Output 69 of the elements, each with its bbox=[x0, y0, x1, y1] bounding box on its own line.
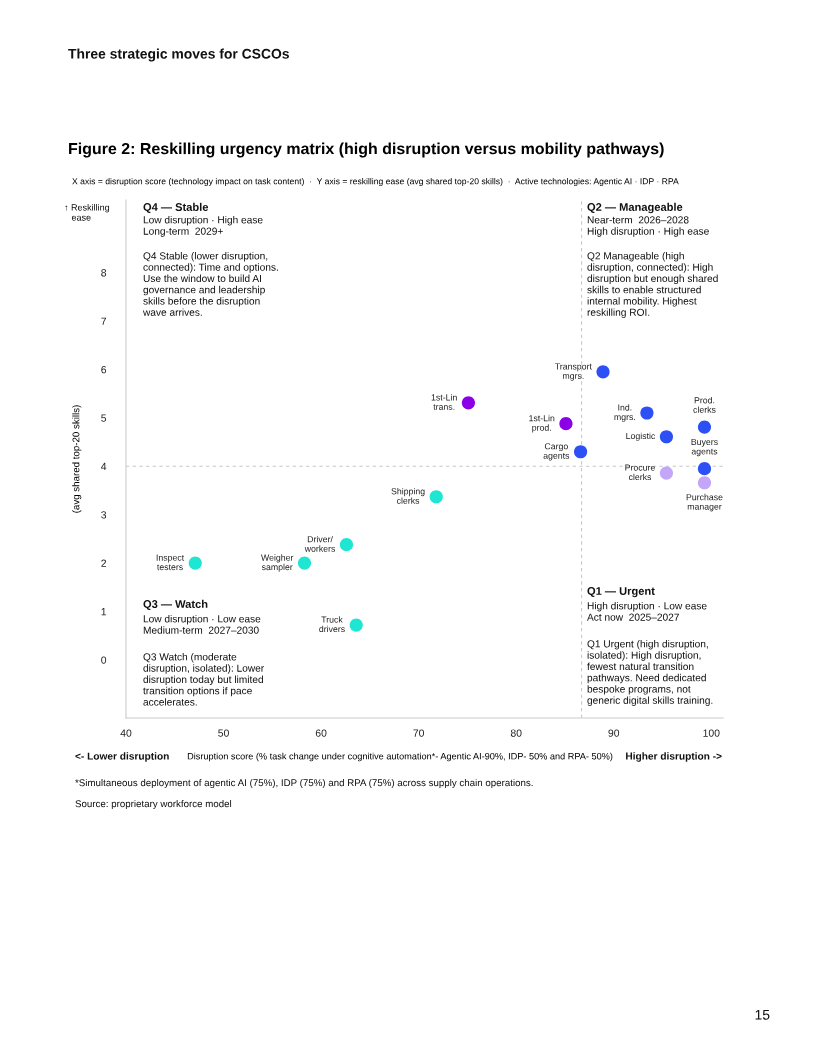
text: ↑ Reskilling ease bbox=[65, 204, 110, 221]
y-tick-label: 1 bbox=[101, 608, 107, 616]
point bbox=[659, 466, 674, 480]
annotation: Ind. mgrs. bbox=[614, 404, 635, 422]
annotation: Prod. clerks bbox=[693, 396, 716, 413]
point bbox=[339, 538, 354, 552]
annotation: Logistic bbox=[626, 432, 656, 441]
point bbox=[297, 556, 312, 570]
text: Three strategic moves for CSCOs bbox=[68, 48, 289, 62]
annotation: Low disruption · High ease Long-term 2029+ bbox=[143, 216, 263, 237]
annotation: Driver/ workers bbox=[304, 535, 336, 552]
point bbox=[461, 396, 475, 410]
y-tick-label: 6 bbox=[101, 365, 107, 374]
x-tick-label: 70 bbox=[413, 729, 425, 737]
source-note: Source: proprietary workforce model bbox=[75, 800, 232, 810]
annotation: Q3 — Watch bbox=[143, 599, 208, 611]
x-tick-label: 60 bbox=[315, 729, 327, 737]
x-tick-label: 50 bbox=[218, 729, 229, 737]
annotation: Q3 Watch (moderate disruption, isolated): Lower disruption today but limited transition options if pace accelerates. bbox=[143, 653, 264, 706]
annotation: Weigher sampler bbox=[261, 554, 294, 572]
point bbox=[429, 490, 443, 504]
point bbox=[697, 462, 712, 476]
text: Higher disruption -> bbox=[626, 752, 722, 762]
annotation: Truck drivers bbox=[319, 616, 345, 633]
text: 15 bbox=[755, 1010, 770, 1020]
annotation: 1st-Lin prod. bbox=[529, 414, 555, 433]
annotation: Q2 Manageable (high disruption, connected): High disruption but enough shared skills to enable structured internal mobility. Highest reskilling ROI. bbox=[587, 252, 718, 318]
chart-subtitle: X axis = disruption score (technology impact on task content) · Y axis = reskilling ease (avg shared top-20 skills) · Active technologies: Agentic AI · IDP · RPA bbox=[72, 177, 679, 187]
point bbox=[573, 445, 588, 459]
chart-title: Figure 2: Reskilling urgency matrix (high disruption versus mobility pathways) bbox=[69, 142, 664, 158]
annotation: Cargo agents bbox=[543, 443, 570, 461]
y-tick-label: 0 bbox=[101, 656, 107, 664]
y-tick-label: 2 bbox=[101, 559, 107, 567]
x-tick-label: 100 bbox=[703, 729, 720, 737]
y-axis-title: (avg shared top-20 skills) bbox=[72, 405, 82, 513]
annotation: Q4 Stable (lower disruption, connected): Time and options. Use the window to build AI governance and leadership skills before the disruption wave arrives. bbox=[142, 252, 278, 316]
x-tick-label: 90 bbox=[608, 729, 620, 737]
annotation: Buyers agents bbox=[691, 438, 718, 457]
point bbox=[188, 556, 202, 570]
annotation: Transport mgrs. bbox=[554, 363, 592, 381]
annotation: Q1 Urgent (high disruption, isolated): High disruption, fewest natural transition pathways. Need dedicated bespoke programs, not generic digital skills training. bbox=[587, 640, 713, 706]
annotation: High disruption · Low ease Act now 2025–2027 bbox=[587, 602, 707, 621]
annotation: Procure clerks bbox=[625, 464, 655, 481]
point bbox=[559, 417, 573, 431]
x-axis-title: Disruption score (% task change under cognitive automation*- Agentic AI-90%, IDP- 50% and RPA- 50%) bbox=[187, 752, 613, 762]
point bbox=[697, 476, 712, 490]
annotation: Low disruption · Low ease Medium-term 2027–2030 bbox=[143, 615, 261, 634]
y-tick-label: 4 bbox=[101, 462, 107, 471]
annotation: 1st-Lin trans. bbox=[431, 394, 457, 410]
annotation: Near-term 2026–2028 High disruption · High ease bbox=[587, 216, 709, 237]
y-tick-label: 8 bbox=[101, 269, 107, 277]
text: *Simultaneous deployment of agentic AI (75%), IDP (75%) and RPA (75%) across supply chain operations. bbox=[75, 779, 533, 789]
x-tick-label: 80 bbox=[510, 729, 522, 737]
text: <- Lower disruption bbox=[75, 752, 169, 762]
point bbox=[596, 365, 610, 379]
annotation: Q2 — Manageable bbox=[587, 202, 683, 214]
point bbox=[697, 420, 712, 434]
annotation: Purchase manager bbox=[686, 493, 723, 512]
annotation: Q1 — Urgent bbox=[587, 587, 655, 598]
point bbox=[659, 430, 674, 444]
y-tick-label: 3 bbox=[101, 511, 107, 519]
annotation: Q4 — Stable bbox=[143, 202, 209, 214]
point bbox=[349, 618, 363, 632]
point bbox=[640, 406, 654, 420]
annotation: Shipping clerks bbox=[391, 487, 425, 504]
y-tick-label: 7 bbox=[101, 317, 107, 325]
x-tick-label: 40 bbox=[120, 729, 132, 737]
annotation: Inspect testers bbox=[156, 554, 185, 571]
y-tick-label: 5 bbox=[101, 414, 107, 422]
